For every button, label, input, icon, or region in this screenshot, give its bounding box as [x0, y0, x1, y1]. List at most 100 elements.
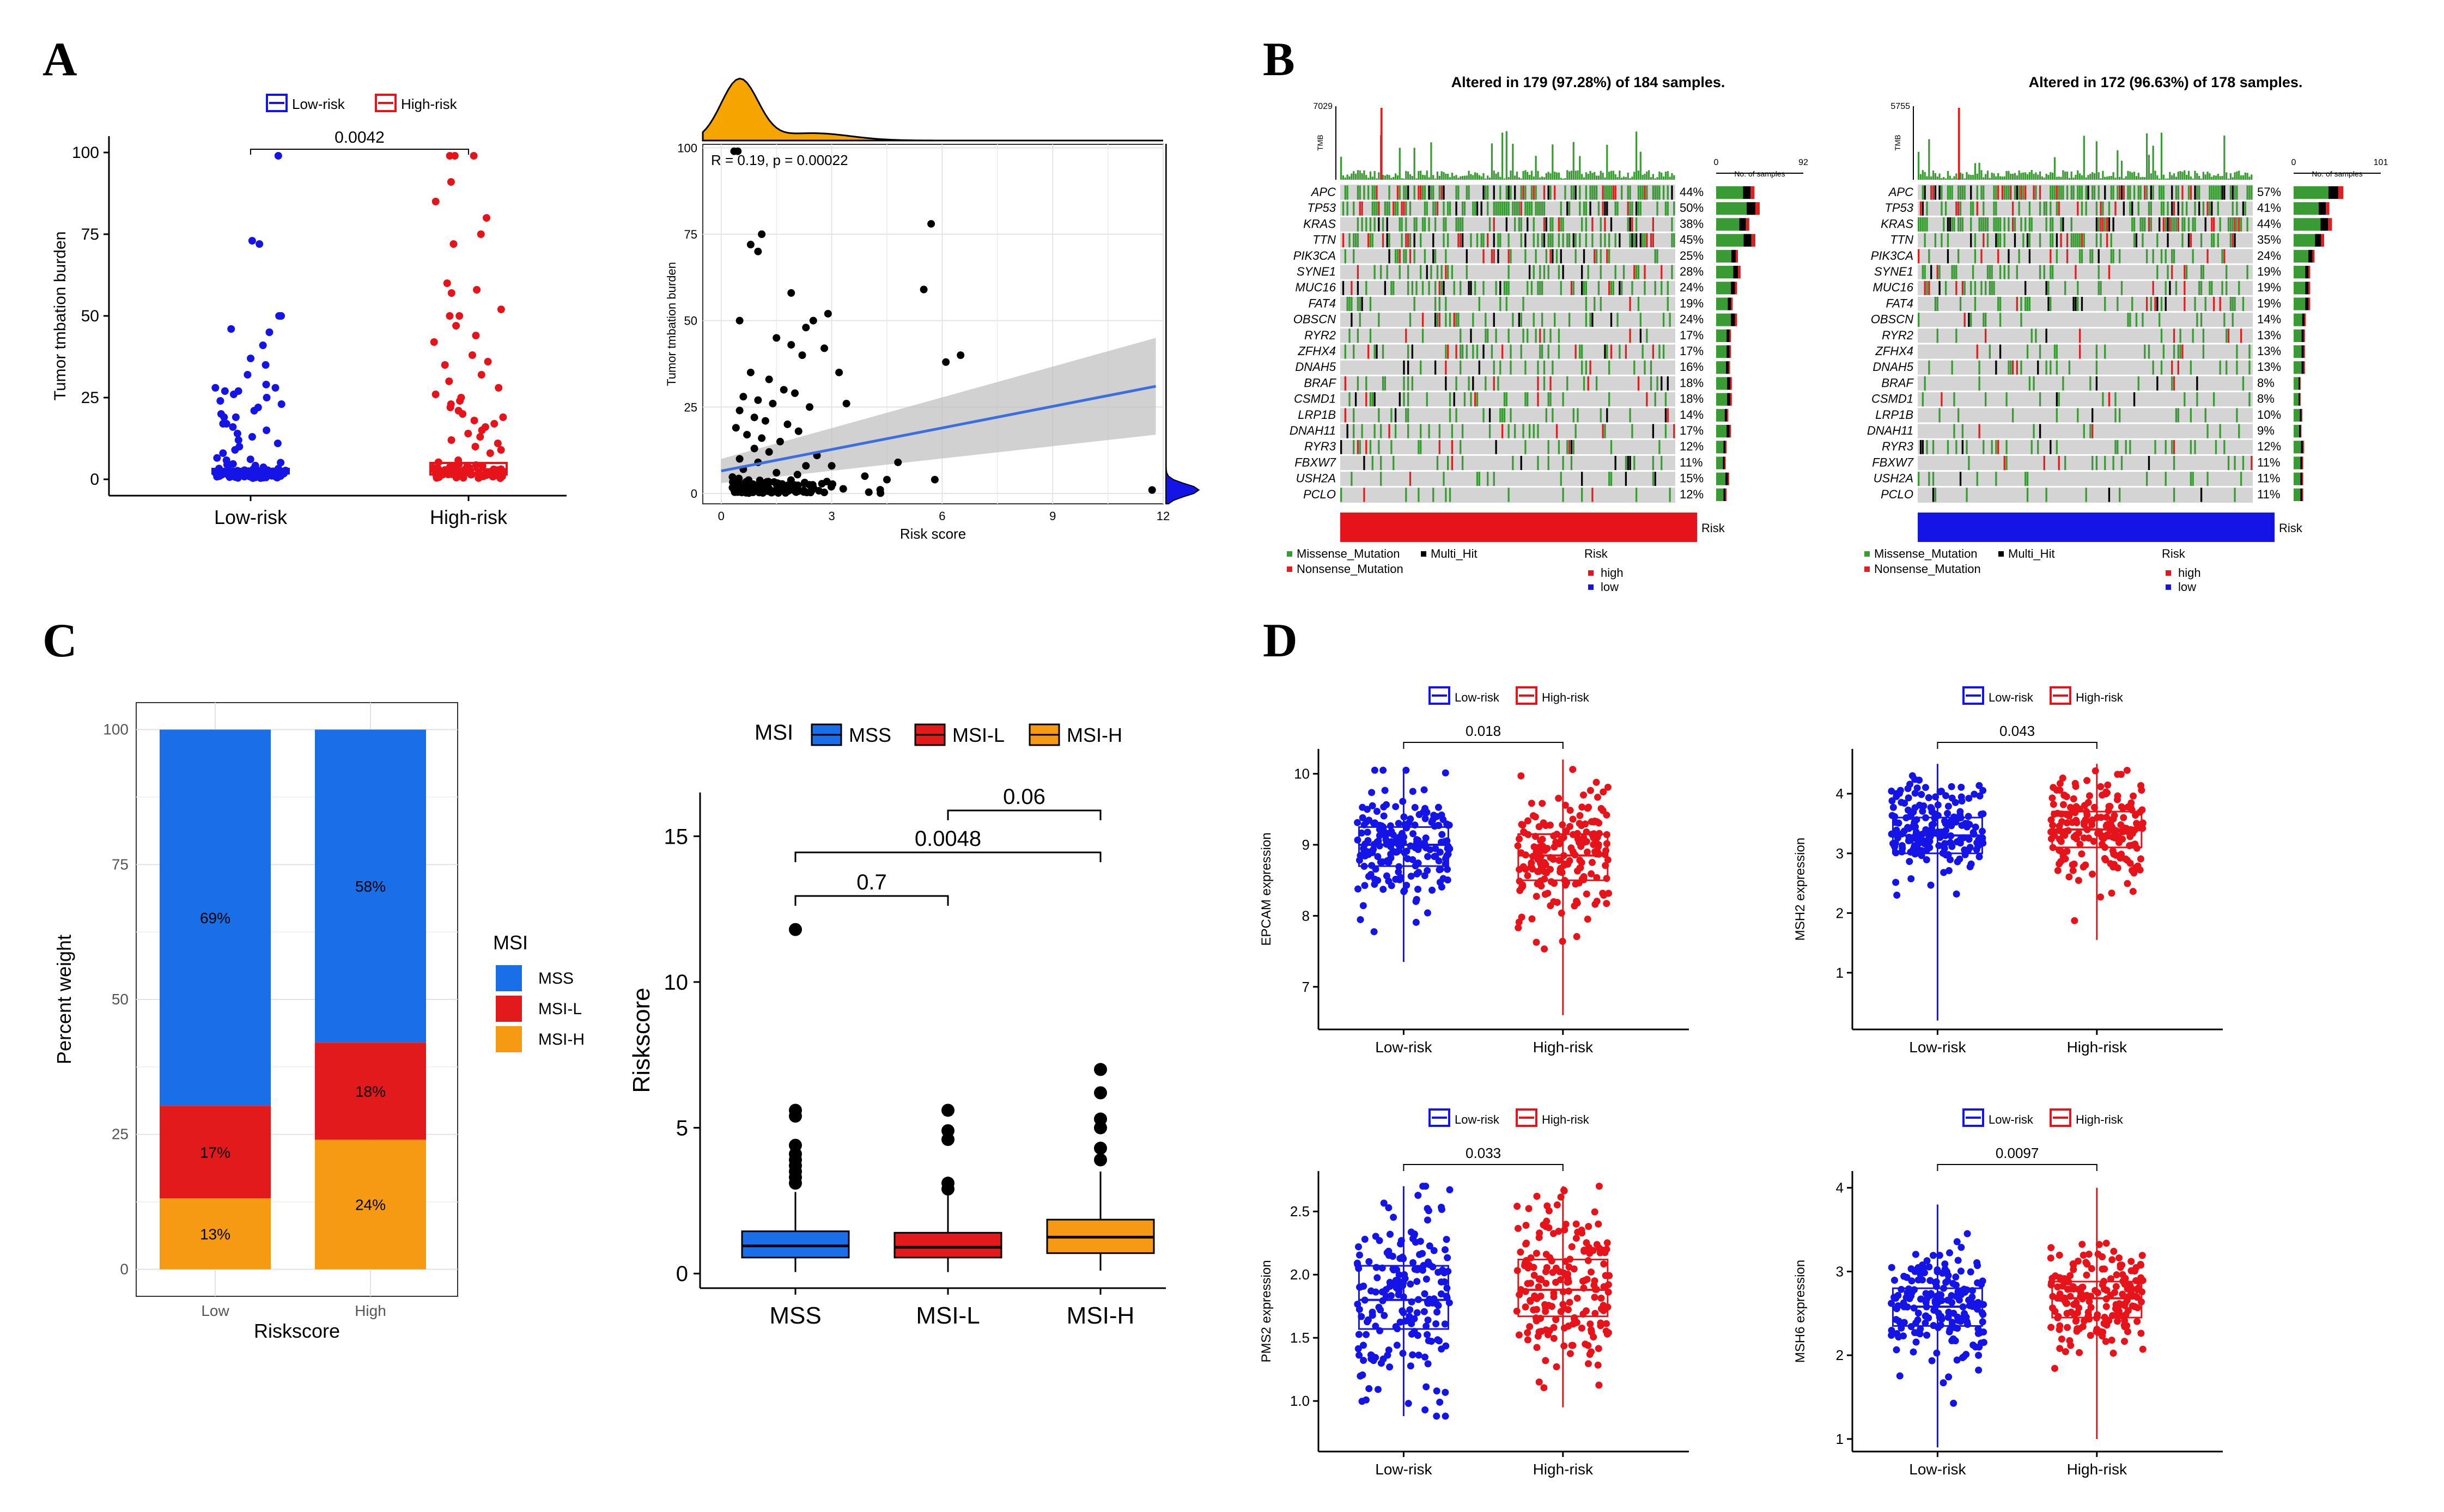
mutation-cell — [2028, 376, 2031, 391]
data-point — [1396, 1318, 1404, 1326]
tmb-bar — [1495, 173, 1497, 180]
mutation-cell — [2223, 249, 2226, 264]
mutation-cell — [1671, 265, 1673, 279]
count-bar-multi — [2315, 234, 2321, 247]
mutation-cell — [1631, 281, 1633, 295]
data-point — [1524, 1329, 1531, 1337]
data-point — [1564, 1270, 1572, 1278]
gene-percent: 19% — [1680, 296, 1704, 310]
tmb-bar — [2045, 173, 2047, 180]
data-point — [1937, 1321, 1944, 1329]
mutation-cell — [1572, 233, 1574, 248]
mutation-cell — [2145, 185, 2148, 200]
tmb-bar — [2135, 176, 2137, 180]
data-point — [2109, 815, 2117, 822]
y-tick-label: 100 — [72, 144, 99, 162]
legend-label: Low-risk — [1455, 1113, 1500, 1126]
mutation-cell — [1631, 201, 1633, 216]
data-point — [2122, 855, 2130, 863]
data-point — [1603, 1330, 1611, 1338]
data-point — [1972, 824, 1979, 831]
data-point — [735, 316, 744, 325]
mutation-cell — [1466, 249, 1468, 264]
mutation-cell — [2035, 185, 2037, 200]
mutation-cell — [1453, 313, 1455, 327]
mutation-cell — [2173, 487, 2175, 502]
legend-title: MSI — [493, 931, 528, 954]
mutation-cell — [1520, 185, 1522, 200]
mutation-cell — [1570, 281, 1573, 295]
mutation-cell — [1936, 265, 1938, 279]
data-point — [2110, 850, 2118, 858]
data-point — [2123, 766, 2131, 774]
count-bar-multi — [1743, 234, 1752, 247]
mutation-cell — [1995, 217, 1997, 232]
mutation-cell — [2070, 185, 2072, 200]
data-point — [2092, 767, 2099, 775]
mutation-cell — [2171, 376, 2173, 391]
mutation-cell — [2110, 249, 2112, 264]
mutation-cell — [1476, 233, 1479, 248]
mutation-cell — [1983, 233, 1985, 248]
tmb-bar — [1953, 176, 1955, 180]
mutation-cell — [1963, 281, 1966, 295]
data-point — [927, 220, 935, 228]
data-point — [1541, 945, 1548, 953]
mutation-cell — [1485, 376, 1487, 391]
data-point — [1414, 886, 1422, 893]
data-point — [2063, 1309, 2071, 1317]
data-point — [1566, 822, 1573, 830]
data-point — [2102, 856, 2109, 864]
mutation-cell — [1501, 344, 1504, 359]
data-point — [1525, 1205, 1533, 1212]
mutation-cell — [1527, 392, 1529, 407]
mutation-cell — [1918, 313, 1920, 327]
data-point — [1383, 801, 1390, 808]
mutation-cell — [1637, 265, 1640, 279]
tmb-bar — [1359, 170, 1361, 180]
mutation-cell — [2078, 328, 2081, 343]
mutation-cell — [1633, 265, 1636, 279]
data-point — [2100, 1285, 2108, 1293]
data-point — [2073, 1327, 2081, 1335]
data-point — [1583, 890, 1590, 898]
data-point — [240, 473, 248, 481]
tmb-bar — [1411, 176, 1413, 180]
mutation-cell — [1568, 233, 1571, 248]
mutation-cell — [1457, 217, 1460, 232]
mutation-cell — [2196, 392, 2198, 407]
legend-label: High-risk — [1542, 691, 1590, 704]
mutation-cell — [2043, 265, 2045, 279]
tmb-bar — [1460, 176, 1462, 180]
mutation-cell — [2020, 360, 2022, 375]
data-point — [1566, 1350, 1574, 1357]
mutation-cell — [1493, 376, 1495, 391]
mutation-cell — [2196, 185, 2198, 200]
mutation-cell — [1635, 217, 1638, 232]
mutation-cell — [1974, 233, 1977, 248]
mutation-cell — [2212, 217, 2215, 232]
gene-label: PIK3CA — [1293, 249, 1336, 263]
mutation-cell — [1545, 408, 1547, 423]
tmb-bar — [1589, 170, 1591, 180]
mutation-cell — [1399, 392, 1401, 407]
mutation-cell — [2089, 249, 2092, 264]
count-bar-multi — [1743, 186, 1751, 199]
tmb-bar — [2127, 170, 2129, 180]
data-point — [1941, 1260, 1949, 1268]
gene-label: BRAF — [1304, 376, 1336, 389]
mutation-cell — [1631, 424, 1633, 438]
box — [893, 1231, 1002, 1259]
mutation-cell — [1371, 185, 1373, 200]
mutation-cell — [1999, 313, 2002, 327]
data-point — [1537, 837, 1545, 844]
mutation-cell — [1961, 440, 1964, 454]
mutation-cell — [1487, 185, 1489, 200]
mutation-cell — [1932, 440, 1935, 454]
mutation-cell — [1661, 455, 1663, 471]
mutation-cell — [2026, 472, 2029, 486]
mutation-cell — [2052, 217, 2054, 232]
mutation-cell — [1457, 313, 1460, 327]
legend-label: MSI-H — [1067, 724, 1122, 746]
